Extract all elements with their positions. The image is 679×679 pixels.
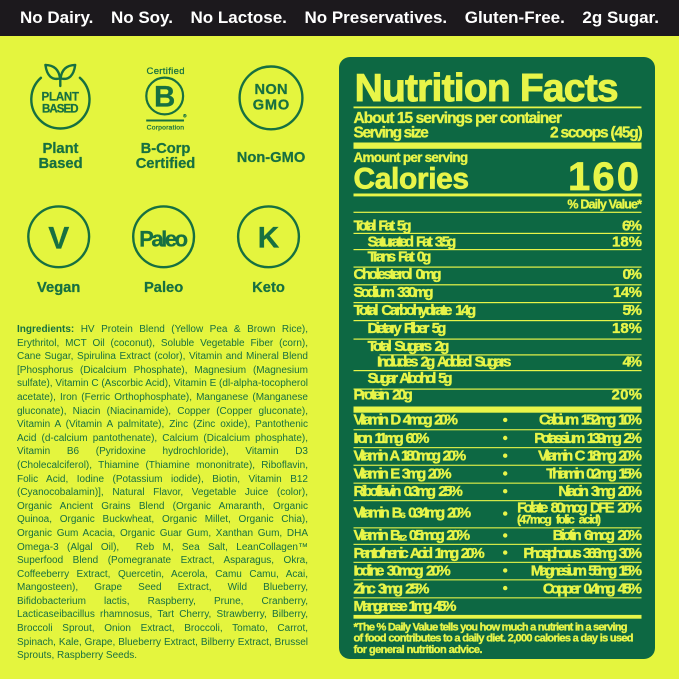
svg-text:BASED: BASED	[42, 104, 79, 116]
svg-text:Vitamin B₆ 0.34mg 20%: Vitamin B₆ 0.34mg 20%	[354, 505, 472, 522]
svg-text:Riboflavin 0.3mg 25%: Riboflavin 0.3mg 25%	[354, 483, 463, 500]
svg-text:B: B	[154, 81, 175, 114]
svg-text:Manganese 1mg 45%: Manganese 1mg 45%	[354, 598, 457, 615]
svg-text:for general nutrition advice.: for general nutrition advice.	[354, 644, 483, 656]
svg-text:160: 160	[568, 155, 639, 199]
svg-text:14%: 14%	[613, 284, 642, 301]
svg-text:Calories: Calories	[354, 163, 470, 196]
svg-text:Biotin 6mcg 20%: Biotin 6mcg 20%	[553, 527, 642, 544]
svg-text:Vitamin B₁₂ 0.5mcg 20%: Vitamin B₁₂ 0.5mcg 20%	[354, 527, 471, 544]
svg-text:(47mcg folic acid): (47mcg folic acid)	[517, 513, 601, 527]
svg-text:Keto: Keto	[252, 280, 285, 296]
svg-text:6%: 6%	[622, 218, 642, 235]
svg-text:Corporation: Corporation	[147, 125, 185, 132]
svg-text:Potassium 139mg 2%: Potassium 139mg 2%	[534, 430, 642, 447]
svg-text:Total Fat 5g: Total Fat 5g	[354, 218, 412, 235]
svg-text:Vegan: Vegan	[37, 280, 80, 296]
svg-text:Cholesterol 0mg: Cholesterol 0mg	[354, 266, 442, 283]
svg-text:4%: 4%	[623, 354, 643, 371]
svg-text:Total Carbohydrate 14g: Total Carbohydrate 14g	[354, 302, 477, 319]
svg-text:Pantothenic Acid 1mg 20%: Pantothenic Acid 1mg 20%	[354, 545, 485, 562]
svg-text:Iodine 30mcg 20%: Iodine 30mcg 20%	[354, 562, 451, 579]
svg-text:PLANT: PLANT	[42, 91, 80, 103]
svg-text:18%: 18%	[612, 320, 642, 337]
svg-text:®: ®	[183, 113, 187, 119]
svg-text:Sugar Alcohol 5g: Sugar Alcohol 5g	[368, 370, 453, 387]
svg-text:Serving size: Serving size	[354, 125, 430, 142]
svg-text:Phosphorus 366mg 30%: Phosphorus 366mg 30%	[523, 545, 642, 562]
svg-text:5%: 5%	[623, 302, 643, 319]
svg-text:Zinc 3mg 25%: Zinc 3mg 25%	[354, 580, 430, 597]
svg-text:About 15 servings per containe: About 15 servings per container	[354, 110, 563, 127]
svg-text:K: K	[258, 222, 280, 255]
svg-text:Thiamin 0.2mg 15%: Thiamin 0.2mg 15%	[546, 466, 642, 483]
svg-text:0%: 0%	[623, 266, 643, 283]
svg-text:2 scoops (45g): 2 scoops (45g)	[550, 125, 643, 142]
svg-text:20%: 20%	[612, 387, 643, 404]
svg-text:Vitamin C 18mg 20%: Vitamin C 18mg 20%	[538, 448, 642, 465]
svg-text:Nutrition Facts: Nutrition Facts	[355, 67, 619, 110]
svg-text:Plant: Plant	[43, 141, 79, 157]
svg-text:NON: NON	[254, 82, 287, 98]
svg-text:of food contributes to a daily: of food contributes to a daily diet. 2,0…	[354, 633, 634, 645]
svg-text:Vitamin A 180mcg 20%: Vitamin A 180mcg 20%	[354, 448, 467, 465]
svg-text:Folate 80mcg DFE 20%: Folate 80mcg DFE 20%	[517, 499, 642, 516]
svg-text:Calcium 152mg 10%: Calcium 152mg 10%	[539, 412, 642, 429]
svg-text:Paleo: Paleo	[139, 226, 188, 251]
svg-text:B-Corp: B-Corp	[141, 141, 191, 157]
svg-text:Dietary Fiber 5g: Dietary Fiber 5g	[368, 320, 447, 337]
svg-text:Total Sugars 2g: Total Sugars 2g	[368, 338, 450, 355]
svg-text:Amount per serving: Amount per serving	[354, 150, 469, 165]
svg-text:% Daily Value*: % Daily Value*	[567, 197, 642, 211]
svg-text:Copper 0.4mg 45%: Copper 0.4mg 45%	[543, 580, 642, 597]
svg-text:Trans Fat 0g: Trans Fat 0g	[368, 249, 432, 266]
svg-text:Certified: Certified	[136, 156, 196, 172]
svg-text:Magnesium 55mg 15%: Magnesium 55mg 15%	[531, 562, 642, 579]
svg-text:Vitamin D 4mcg 20%: Vitamin D 4mcg 20%	[354, 412, 459, 429]
svg-text:Non-GMO: Non-GMO	[237, 150, 306, 166]
svg-text:*The % Daily Value tells you h: *The % Daily Value tells you how much a …	[354, 621, 628, 633]
svg-text:Protein 20g: Protein 20g	[354, 387, 413, 404]
svg-text:GMO: GMO	[253, 98, 289, 114]
svg-text:Saturated Fat 3.5g: Saturated Fat 3.5g	[368, 234, 457, 251]
svg-text:V: V	[48, 220, 69, 256]
svg-text:Paleo: Paleo	[144, 280, 183, 296]
svg-text:Iron 11mg 60%: Iron 11mg 60%	[354, 430, 430, 447]
svg-text:Sodium 330mg: Sodium 330mg	[354, 284, 434, 301]
svg-text:Includes 2g Added Sugars: Includes 2g Added Sugars	[377, 354, 512, 371]
svg-text:Certified: Certified	[147, 66, 185, 77]
svg-text:Vitamin E 3mg 20%: Vitamin E 3mg 20%	[354, 466, 452, 483]
svg-text:18%: 18%	[612, 234, 642, 251]
svg-text:Niacin 3mg 20%: Niacin 3mg 20%	[558, 483, 642, 500]
svg-text:Based: Based	[38, 156, 82, 172]
